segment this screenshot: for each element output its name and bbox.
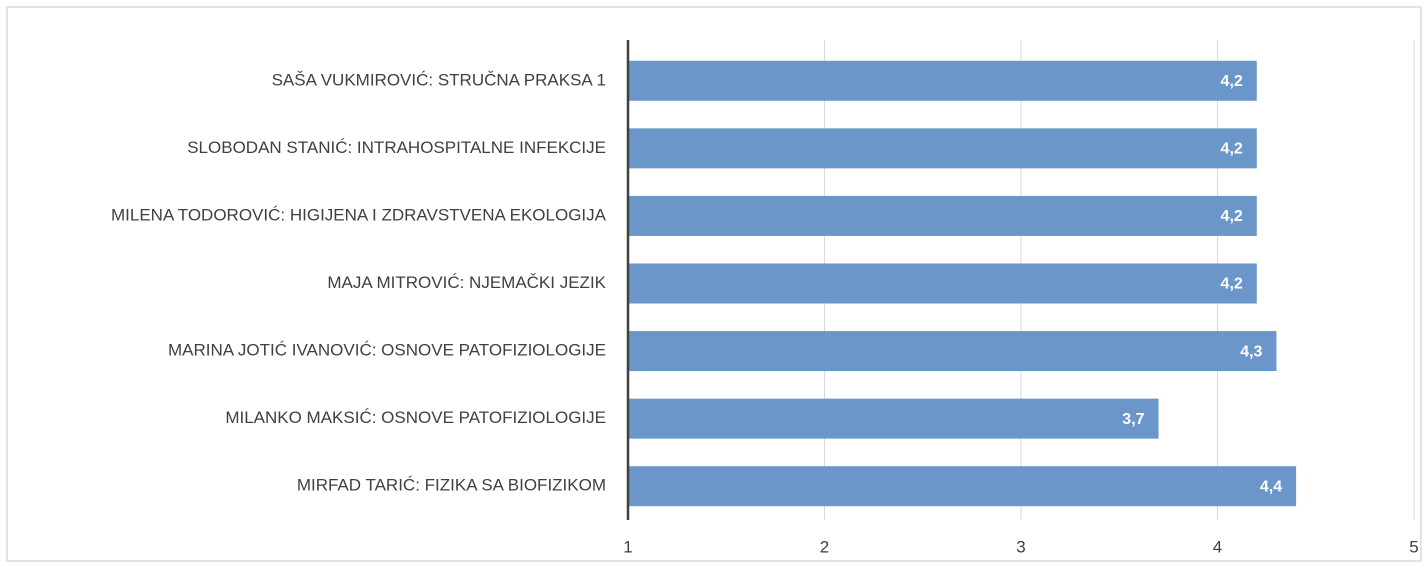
y-tick-label: MARINA JOTIĆ IVANOVIĆ: OSNOVE PATOFIZIOL… [168, 341, 606, 360]
bar [628, 195, 1257, 236]
x-tick-label: 5 [1409, 537, 1418, 556]
data-label: 4,2 [1221, 276, 1243, 293]
data-label: 4,4 [1260, 478, 1282, 495]
bar [628, 128, 1257, 169]
x-tick-label: 4 [1213, 537, 1222, 556]
data-label: 3,7 [1122, 411, 1144, 428]
y-tick-label: MIRFAD TARIĆ: FIZIKA SA BIOFIZIKOM [297, 476, 606, 495]
y-tick-label: MAJA MITROVIĆ: NJEMAČKI JEZIK [327, 273, 606, 292]
bar [628, 263, 1257, 304]
y-tick-label: MILANKO MAKSIĆ: OSNOVE PATOFIZIOLOGIJE [225, 408, 606, 427]
y-tick-label: SLOBODAN STANIĆ: INTRAHOSPITALNE INFEKCI… [187, 138, 606, 157]
bar [628, 60, 1257, 101]
x-tick-label: 2 [820, 537, 829, 556]
data-label: 4,2 [1221, 73, 1243, 90]
data-label: 4,2 [1221, 208, 1243, 225]
y-tick-label: MILENA TODOROVIĆ: HIGIJENA I ZDRAVSTVENA… [111, 205, 607, 224]
x-tick-label: 3 [1016, 537, 1025, 556]
data-label: 4,3 [1240, 343, 1262, 360]
bar [628, 466, 1297, 507]
data-label: 4,2 [1221, 141, 1243, 158]
x-tick-label: 1 [623, 537, 632, 556]
bar [628, 398, 1159, 439]
bar [628, 331, 1277, 372]
y-tick-label: SAŠA VUKMIROVIĆ: STRUČNA PRAKSA 1 [272, 70, 606, 89]
